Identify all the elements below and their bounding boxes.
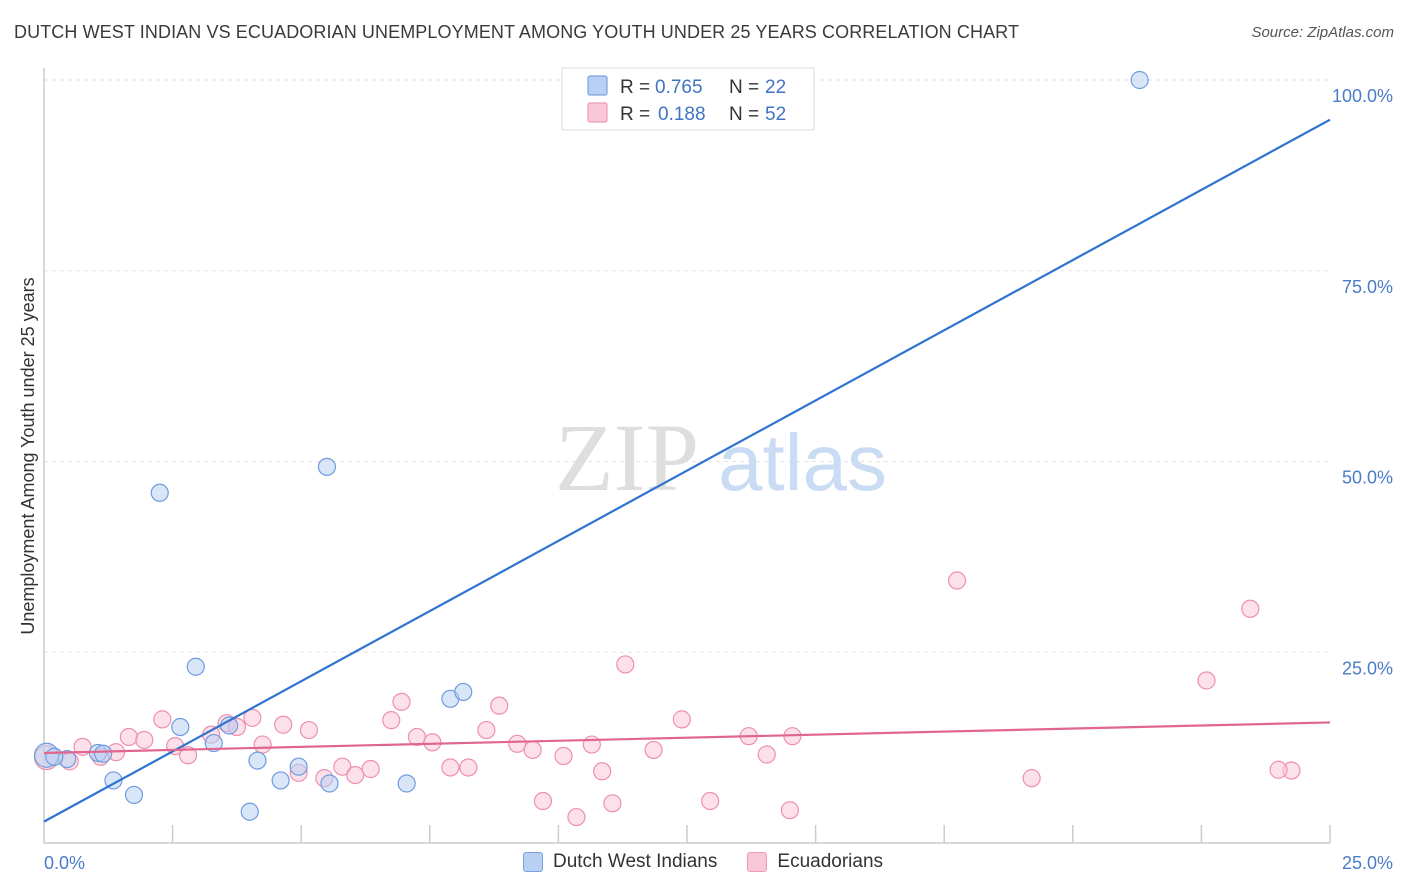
y-tick-label-25: 25.0% (1342, 658, 1393, 678)
point-ecuadorians-49 (1241, 599, 1260, 618)
watermark: ZIP atlas (555, 404, 887, 511)
point-ecuadorians-44 (780, 801, 799, 820)
point-ecuadorians-17 (299, 720, 319, 740)
legend-label-ecuadorians: Ecuadorians (777, 851, 884, 872)
point-ecuadorians-21 (361, 759, 380, 779)
point-ecuadorians-38 (603, 794, 622, 813)
legend-swatch-dutch-west-indians (522, 852, 543, 872)
point-ecuadorians-28 (477, 720, 496, 740)
y-tick-labels: 25.0% 50.0% 75.0% 100.0% (1332, 86, 1393, 678)
point-ecuadorians-27 (459, 758, 478, 777)
x-tick-label-min: 0.0% (44, 853, 85, 873)
point-dutch-west-indians-3 (104, 771, 123, 790)
point-ecuadorians-9 (178, 746, 198, 765)
point-dutch-west-indians-13 (289, 757, 308, 776)
point-ecuadorians-13 (243, 708, 262, 727)
chart-title: DUTCH WEST INDIAN VS ECUADORIAN UNEMPLOY… (14, 22, 1020, 42)
point-ecuadorians-33 (554, 746, 573, 766)
trend-line-dutch-west-indians (43, 118, 1331, 823)
legend-item-ecuadorians: Ecuadorians (747, 851, 883, 873)
legend-n-value-2: 52 (765, 104, 786, 125)
point-dutch-west-indians-7 (186, 657, 205, 676)
legend-swatch-blue (587, 75, 608, 96)
point-ecuadorians-46 (947, 571, 967, 590)
legend-r-value-2: 0.188 (658, 104, 706, 125)
point-dutch-west-indians-4 (124, 785, 144, 805)
point-ecuadorians-22 (382, 711, 401, 730)
point-ecuadorians-29 (490, 696, 509, 715)
legend-r-label-1: R = (620, 77, 650, 98)
x-tick-label-max: 25.0% (1342, 853, 1393, 873)
legend-r-value-1: 0.765 (655, 77, 703, 98)
watermark-atlas: atlas (718, 418, 887, 507)
point-ecuadorians-39 (644, 740, 663, 760)
point-dutch-west-indians-5 (150, 483, 169, 502)
y-tick-label-75: 75.0% (1342, 277, 1393, 297)
point-ecuadorians-6 (135, 730, 154, 750)
point-ecuadorians-15 (274, 715, 293, 734)
trend-line-ecuadorians (43, 721, 1331, 755)
point-ecuadorians-43 (757, 745, 776, 764)
point-dutch-west-indians-21 (45, 747, 64, 766)
legend-swatch-pink (587, 102, 608, 123)
point-dutch-west-indians-8 (204, 733, 223, 753)
series-legend: Dutch West Indians Ecuadorians (0, 851, 1406, 873)
point-ecuadorians-20 (346, 765, 365, 785)
y-tick-label-50: 50.0% (1342, 468, 1393, 488)
point-ecuadorians-37 (616, 655, 635, 674)
point-ecuadorians-48 (1197, 671, 1216, 690)
point-ecuadorians-47 (1022, 769, 1041, 788)
point-ecuadorians-26 (441, 758, 460, 777)
y-tick-label-100: 100.0% (1332, 86, 1393, 106)
legend-swatch-ecuadorians (747, 852, 768, 872)
point-ecuadorians-30 (508, 734, 527, 753)
source-label: Source: ZipAtlas.com (1251, 24, 1394, 41)
series-ecuadorians-points (33, 571, 1301, 827)
point-dutch-west-indians-18 (454, 682, 473, 702)
point-ecuadorians-40 (672, 710, 691, 729)
point-ecuadorians-25 (423, 733, 442, 752)
correlation-legend: R = 0.765 N = 22 R = 0.188 N = 52 (561, 67, 815, 131)
grid-lines (44, 79, 1330, 653)
point-ecuadorians-41 (701, 791, 720, 811)
legend-n-label-1: N = (729, 77, 759, 98)
point-ecuadorians-32 (533, 791, 553, 811)
y-axis-title: Unemployment Among Youth under 25 years (18, 277, 38, 634)
point-ecuadorians-51 (1269, 760, 1288, 779)
point-dutch-west-indians-6 (171, 717, 190, 737)
point-ecuadorians-19 (333, 757, 352, 776)
point-ecuadorians-31 (523, 740, 542, 760)
trend-lines (43, 118, 1331, 823)
point-ecuadorians-36 (593, 762, 612, 781)
legend-n-label-2: N = (729, 104, 759, 125)
point-ecuadorians-5 (119, 727, 138, 747)
point-ecuadorians-14 (253, 735, 272, 754)
legend-r-label-2: R = (620, 104, 650, 125)
point-dutch-west-indians-20 (94, 744, 113, 763)
point-dutch-west-indians-19 (1130, 70, 1149, 90)
watermark-zip: ZIP (555, 404, 699, 511)
x-tick-marks (171, 825, 1331, 843)
point-dutch-west-indians-12 (271, 771, 290, 790)
point-ecuadorians-7 (153, 710, 172, 729)
point-dutch-west-indians-15 (320, 774, 339, 793)
point-ecuadorians-35 (582, 735, 601, 754)
point-ecuadorians-23 (392, 692, 411, 711)
legend-label-dutch-west-indians: Dutch West Indians (552, 851, 718, 872)
legend-n-value-1: 22 (765, 77, 786, 98)
point-dutch-west-indians-10 (240, 802, 259, 821)
legend-item-dutch-west-indians: Dutch West Indians (522, 851, 718, 873)
point-dutch-west-indians-11 (248, 751, 267, 770)
point-dutch-west-indians-16 (397, 774, 416, 793)
point-ecuadorians-34 (567, 807, 586, 827)
point-dutch-west-indians-14 (317, 457, 337, 476)
